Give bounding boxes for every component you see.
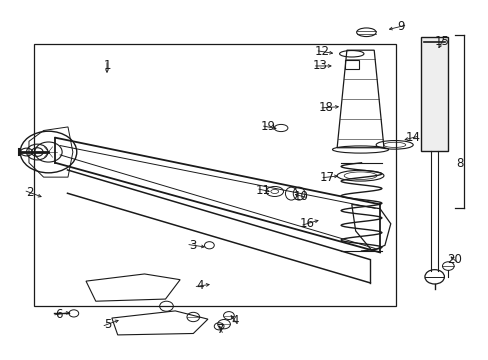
Text: 3: 3 <box>189 239 197 252</box>
Text: 15: 15 <box>434 35 448 49</box>
Text: 17: 17 <box>319 171 334 184</box>
Text: 19: 19 <box>260 121 275 134</box>
Text: 2: 2 <box>26 186 34 199</box>
Text: 18: 18 <box>318 101 333 114</box>
Text: 4: 4 <box>230 314 238 327</box>
Text: 5: 5 <box>104 318 111 331</box>
Text: 11: 11 <box>255 184 270 197</box>
Text: 9: 9 <box>396 20 404 33</box>
Bar <box>420 37 447 151</box>
Text: 13: 13 <box>312 59 327 72</box>
Text: 20: 20 <box>446 253 461 266</box>
Text: 1: 1 <box>103 59 110 72</box>
Text: 6: 6 <box>55 308 63 321</box>
Text: 16: 16 <box>299 217 314 230</box>
Text: 8: 8 <box>455 157 463 170</box>
Text: 10: 10 <box>293 190 308 203</box>
Bar <box>344 60 358 69</box>
Bar <box>34 44 395 306</box>
Text: 7: 7 <box>217 323 224 336</box>
Text: 14: 14 <box>405 131 419 144</box>
Text: 12: 12 <box>314 45 329 58</box>
Text: 4: 4 <box>197 279 204 292</box>
